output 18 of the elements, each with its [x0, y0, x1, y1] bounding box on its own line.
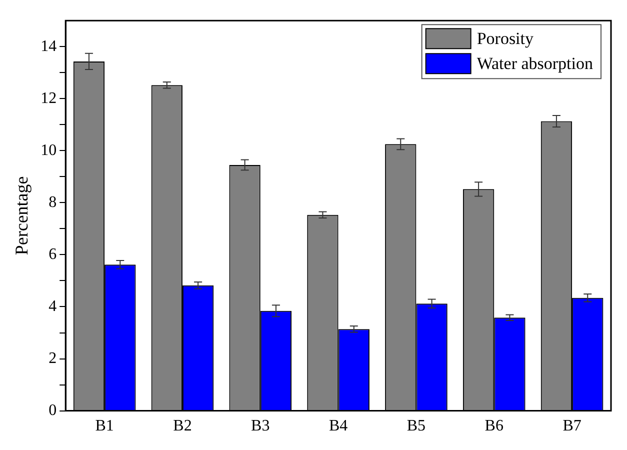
x-tick-label: B3 — [251, 418, 270, 435]
x-tick-label: B6 — [484, 418, 504, 435]
x-tick-label: B1 — [95, 418, 114, 435]
x-tick-label: B4 — [328, 418, 348, 435]
y-tick-label: 0 — [48, 402, 57, 420]
x-tick-label: B5 — [406, 418, 426, 435]
y-tick-label: 10 — [40, 142, 57, 159]
y-tick-label: 14 — [40, 38, 57, 55]
x-tick-label: B7 — [562, 418, 582, 435]
y-axis-title: Percentage — [12, 176, 32, 256]
legend-label: Water absorption — [476, 54, 594, 74]
y-tick-label: 8 — [48, 194, 57, 211]
x-tick-label: B2 — [173, 418, 192, 435]
y-tick-label: 12 — [40, 90, 57, 107]
y-tick-label: 6 — [48, 246, 57, 263]
y-tick-label: 4 — [48, 298, 57, 315]
y-tick-label: 2 — [48, 350, 57, 367]
legend-label: Porosity — [476, 29, 534, 48]
